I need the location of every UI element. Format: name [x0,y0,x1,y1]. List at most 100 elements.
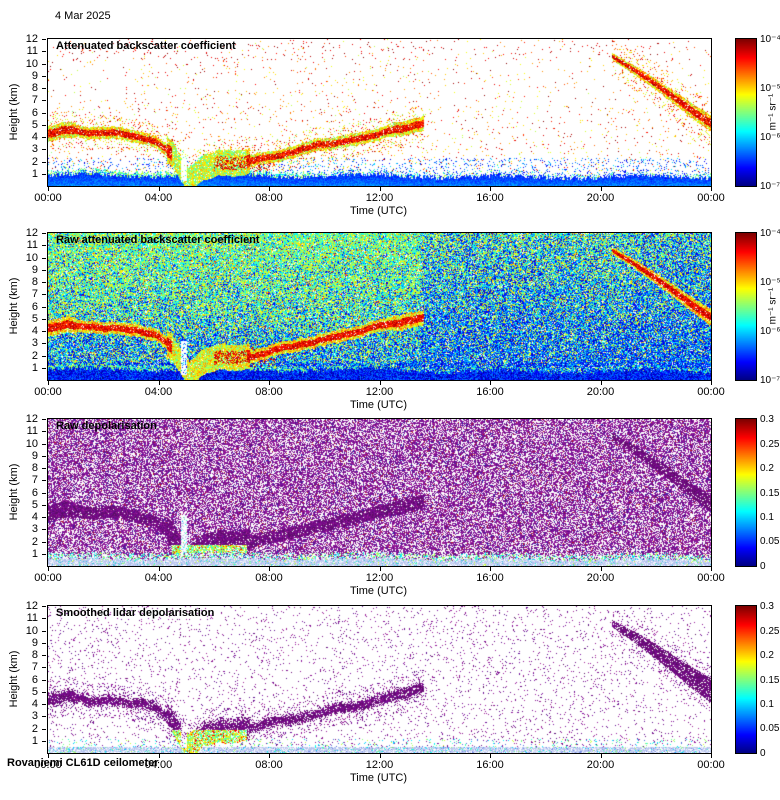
panel-title: Smoothed lidar depolarisation [56,607,215,619]
y-tick-mark [42,704,46,705]
x-tick-mark [48,754,49,758]
y-tick-label: 10 [25,624,38,637]
colorbar-gradient [735,605,757,754]
plot-area: Raw depolarisation [47,418,712,567]
x-tick-label: 16:00 [476,759,504,771]
y-tick-mark [42,173,46,175]
y-tick-label: 2 [31,349,38,362]
colorbar-ticks: 0.3 0.25 0.2 0.15 0.1 0.05 0 [760,414,780,572]
y-tick-label: 3 [31,710,38,723]
y-axis-ticks: 1 2 3 4 5 6 7 8 9 10 11 12 [0,600,47,753]
x-tick-mark [711,567,712,571]
y-tick-label: 11 [26,239,38,252]
y-tick-label: 12 [25,600,38,612]
x-tick-label: 20:00 [586,192,615,204]
colorbar-tick-label: 10⁻⁷ [760,375,780,386]
y-tick-label: 12 [25,227,38,239]
heatmap-canvas [48,419,711,566]
x-tick-mark [600,187,602,191]
y-tick-label: 7 [31,288,38,301]
colorbar-tick-label: 0 [760,748,766,759]
x-tick-mark [158,381,160,385]
x-tick-label: 08:00 [255,192,283,204]
panel-title: Raw attenuated backscatter coefficient [56,234,260,246]
heatmap-canvas [48,233,711,380]
y-tick-label: 9 [31,636,38,649]
y-tick-label: 8 [31,276,38,288]
panel-title: Attenuated backscatter coefficient [56,40,236,52]
x-tick-label: 12:00 [365,192,394,204]
panel-raw-attenuated-backscatter: Height (km) Raw attenuated backscatter c… [0,227,780,427]
x-tick-label: 08:00 [255,759,283,771]
y-tick-label: 6 [31,106,38,119]
y-tick-label: 3 [31,143,38,156]
y-tick-mark [42,618,46,620]
x-tick-label: 16:00 [476,386,504,398]
y-tick-label: 4 [31,511,38,523]
colorbar: 0.3 0.25 0.2 0.15 0.1 0.05 0 [735,414,780,572]
y-tick-mark [42,245,46,247]
x-tick-mark [711,187,712,191]
x-tick-mark [490,567,491,571]
colorbar-tick-label: 10⁻⁵ [760,276,780,288]
y-tick-label: 2 [31,722,38,735]
y-tick-label: 9 [31,69,38,82]
colorbar-ticks: 0.3 0.25 0.2 0.15 0.1 0.05 0 [760,601,780,759]
x-tick-label: 00:00 [34,572,62,584]
colorbar-tick-label: 10⁻⁶ [760,132,780,143]
plot-area: Raw attenuated backscatter coefficient [47,232,712,381]
x-axis-label: Time (UTC) [349,399,408,411]
y-tick-mark [42,331,46,332]
y-tick-label: 9 [31,263,38,276]
plot-area: Smoothed lidar depolarisation [47,605,712,754]
x-tick-label: 00:00 [34,386,62,398]
x-tick-mark [158,754,160,758]
y-tick-label: 2 [31,155,38,168]
x-tick-label: 08:00 [255,386,283,398]
y-tick-mark [42,149,46,151]
y-tick-label: 10 [25,57,38,70]
colorbar-tick-label: 0 [760,561,766,572]
y-tick-mark [42,137,46,138]
y-tick-mark [42,691,46,693]
x-tick-label: 08:00 [255,572,283,584]
y-tick-mark [42,655,46,656]
x-tick-mark [269,567,270,571]
y-axis-ticks: 1 2 3 4 5 6 7 8 9 10 11 12 [0,413,47,566]
y-tick-mark [42,716,46,718]
x-axis-label: Time (UTC) [349,772,408,784]
y-tick-label: 6 [31,300,38,313]
y-tick-mark [42,480,46,482]
y-tick-mark [42,492,46,494]
y-tick-mark [42,367,46,369]
y-tick-label: 8 [31,82,38,94]
y-tick-label: 1 [31,167,38,180]
y-tick-mark [42,88,46,89]
colorbar-tick-label: 0.25 [760,438,780,450]
x-tick-label: 00:00 [34,759,62,771]
y-tick-mark [42,282,46,283]
panel-attenuated-backscatter: Height (km) Attenuated backscatter coeff… [0,33,780,233]
y-tick-label: 6 [31,486,38,499]
y-tick-label: 7 [31,661,38,674]
y-tick-label: 4 [31,698,38,710]
y-tick-mark [42,112,46,114]
x-tick-label: 00:00 [697,759,725,771]
x-axis-ticks: 00:00 04:00 08:00 12:00 16:00 20:00 00:00 [34,187,725,209]
heatmap-canvas [48,39,711,186]
x-tick-mark [269,187,270,191]
colorbar-gradient [735,232,757,381]
y-tick-mark [42,679,46,681]
y-tick-mark [42,269,46,271]
x-tick-label: 20:00 [586,386,615,398]
y-tick-label: 1 [31,547,38,560]
x-tick-label: 12:00 [365,572,394,584]
y-tick-mark [42,455,46,457]
y-tick-mark [42,541,46,543]
y-tick-label: 11 [26,45,38,58]
colorbar-tick-label: 10⁻⁴ [760,34,780,45]
colorbar-tick-label: 10⁻⁵ [760,82,780,94]
colorbar-tick-label: 0.05 [760,723,780,735]
x-axis-label: Time (UTC) [349,585,408,597]
